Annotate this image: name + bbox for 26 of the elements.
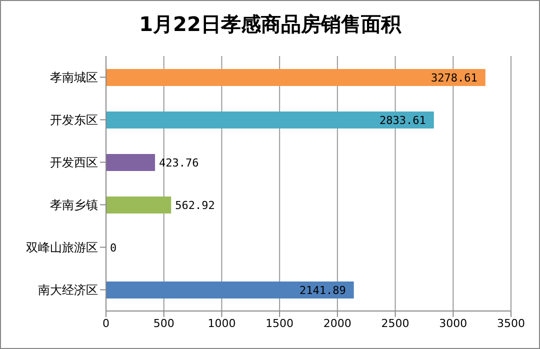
x-tick-label: 1500 [266,316,294,330]
data-label: 562.92 [175,198,215,212]
y-tick-label: 开发东区 [50,113,98,128]
bar [106,69,486,86]
y-tick-label: 双峰山旅游区 [26,240,98,255]
data-label: 2141.89 [299,284,346,297]
x-tick-label: 3000 [439,316,468,330]
x-tick-label: 2000 [323,316,352,330]
x-tick-label: 3500 [497,316,525,330]
x-tick-label: 1000 [208,316,236,330]
y-tick-label: 孝南乡镇 [50,198,98,212]
y-tick-label: 孝南城区 [50,70,98,85]
bar [106,196,172,214]
data-label: 2833.61 [380,114,426,127]
data-label: 3278.61 [431,71,478,84]
y-tick-label: 开发西区 [50,156,98,170]
data-label: 423.76 [159,156,199,170]
bar [106,112,434,128]
chart-title: 1月22日孝感商品房销售面积 [138,11,402,38]
x-tick-label: 2500 [381,316,410,330]
y-tick-label: 南大经济区 [38,283,98,298]
bar [106,282,354,298]
bar [106,154,156,171]
data-label: 0 [110,241,117,254]
x-tick-label: 0 [102,316,110,330]
x-tick-label: 500 [153,316,174,330]
